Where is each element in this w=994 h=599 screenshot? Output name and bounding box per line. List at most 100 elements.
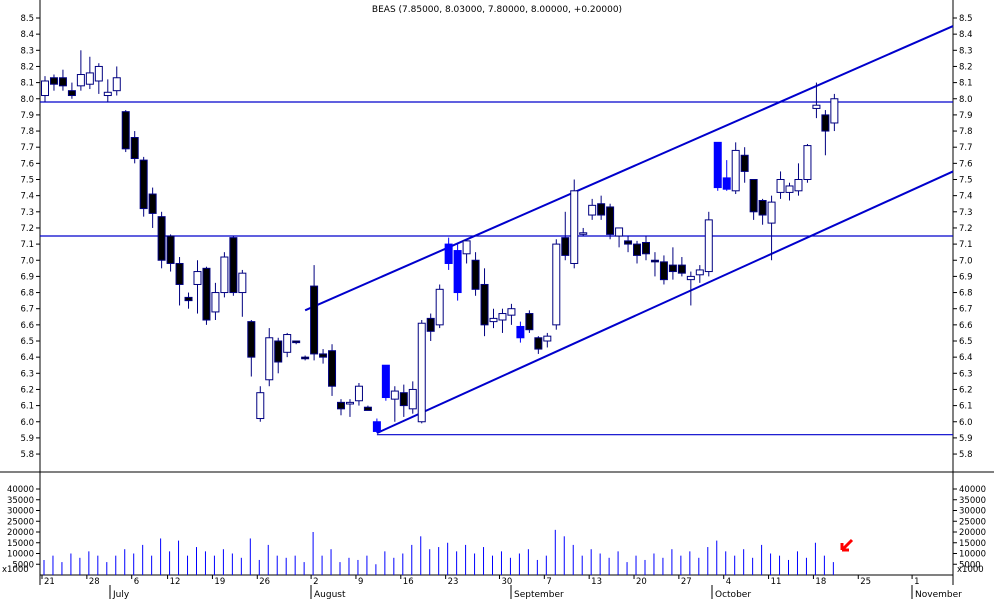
- candle-body: [633, 243, 642, 256]
- candle-body: [462, 240, 471, 255]
- price-tick-label-left: 7.2: [20, 224, 34, 234]
- candle-body: [256, 392, 265, 420]
- candle-body: [390, 390, 399, 400]
- date-tick-label: 30: [501, 577, 512, 587]
- candle-body: [812, 104, 821, 109]
- price-tick-label-left: 8.5: [20, 14, 34, 24]
- volume-tick-label-left: 20000: [7, 528, 34, 538]
- date-tick-label: 4: [726, 577, 731, 587]
- month-label: November: [915, 590, 962, 599]
- price-tick-label-left: 8.1: [20, 79, 34, 89]
- volume-unit-right: x1000: [957, 565, 984, 575]
- price-tick-label-left: 6.1: [20, 402, 34, 412]
- candle-body: [328, 350, 337, 387]
- price-tick-label-left: 8.2: [20, 62, 34, 72]
- price-tick-label-right: 6.4: [959, 353, 973, 363]
- price-tick-label-left: 7.7: [20, 143, 34, 153]
- candle-body: [480, 283, 489, 326]
- date-tick-label: 12: [170, 577, 181, 587]
- date-tick-label: 26: [259, 577, 270, 587]
- price-tick-label-left: 7.3: [20, 208, 34, 218]
- candle-body: [211, 292, 220, 313]
- volume-unit-left: x1000: [2, 565, 29, 575]
- date-tick-label: 28: [89, 577, 100, 587]
- candle-body: [525, 313, 534, 331]
- candle-body: [345, 401, 354, 405]
- price-tick-label-right: 5.8: [959, 450, 973, 460]
- volume-tick-label-right: 35000: [959, 496, 986, 506]
- candle-body: [435, 288, 444, 326]
- trendlines: [40, 25, 954, 436]
- date-tick-label: 19: [214, 577, 225, 587]
- candle-body: [426, 317, 435, 332]
- price-tick-label-right: 6.8: [959, 289, 973, 299]
- candle-body: [85, 72, 94, 85]
- candle-body: [498, 313, 507, 321]
- candle-body: [659, 261, 668, 281]
- price-tick-label-right: 8.0: [959, 95, 973, 105]
- candle-body: [740, 154, 749, 172]
- candle-body: [363, 406, 372, 411]
- candle-body: [543, 335, 552, 342]
- month-label: September: [514, 590, 564, 599]
- candle-body: [157, 216, 166, 261]
- date-tick-label: 13: [591, 577, 602, 587]
- volume-tick-label-left: 30000: [7, 507, 34, 517]
- candle-body: [130, 137, 139, 160]
- candle-body: [507, 308, 516, 316]
- candle-body: [274, 340, 283, 363]
- candle-body: [67, 90, 76, 97]
- candle-body: [597, 203, 606, 216]
- candle-body: [238, 272, 247, 294]
- candle-body: [606, 206, 615, 235]
- candle-body: [372, 421, 381, 432]
- candle-body: [695, 269, 704, 276]
- month-label: October: [715, 590, 751, 599]
- price-tick-label-right: 6.1: [959, 402, 973, 412]
- candle-body: [184, 296, 193, 302]
- trendline: [376, 170, 954, 434]
- price-tick-label-left: 7.6: [20, 159, 34, 169]
- price-tick-label-right: 7.3: [959, 208, 973, 218]
- price-tick-label-right: 7.7: [959, 143, 973, 153]
- price-tick-label-right: 6.2: [959, 385, 973, 395]
- candle-body: [776, 179, 785, 193]
- price-tick-label-left: 7.8: [20, 127, 34, 137]
- candle-body: [310, 285, 319, 355]
- volume-tick-label-left: 15000: [7, 539, 34, 549]
- candle-body: [58, 77, 67, 87]
- candle-body: [821, 114, 830, 132]
- candle-body: [615, 227, 624, 237]
- price-tick-label-right: 8.4: [959, 30, 973, 40]
- volume-tick-label-right: 5000: [959, 560, 981, 570]
- price-tick-label-right: 7.8: [959, 127, 973, 137]
- date-tick-label: 9: [358, 577, 363, 587]
- candle-body: [650, 259, 659, 263]
- candle-body: [220, 256, 229, 294]
- price-tick-label-right: 5.9: [959, 434, 973, 444]
- candle-body: [552, 243, 561, 326]
- price-tick-label-right: 7.9: [959, 111, 973, 121]
- title-group: BEAS (7.85000, 8.03000, 7.80000, 8.00000…: [372, 5, 622, 15]
- candle-body: [319, 353, 328, 358]
- candle-body: [139, 159, 148, 210]
- candle-body: [399, 392, 408, 407]
- candle-body: [561, 237, 570, 256]
- candle-body: [713, 141, 722, 189]
- candlesticks: [41, 50, 839, 434]
- candle-body: [579, 232, 588, 235]
- price-tick-label-right: 6.6: [959, 321, 973, 331]
- date-tick-label: 6: [134, 577, 139, 587]
- candle-body: [337, 401, 346, 410]
- candle-body: [229, 237, 238, 294]
- candle-body: [381, 364, 390, 399]
- volume-tick-label-right: 15000: [959, 539, 986, 549]
- volume-tick-label-right: 20000: [959, 528, 986, 538]
- candle-body: [767, 201, 776, 224]
- date-tick-label: 2: [313, 577, 318, 587]
- date-tick-label: 20: [636, 577, 647, 587]
- volume-tick-label-left: 5000: [12, 560, 34, 570]
- date-tick-label: 21: [44, 577, 55, 587]
- candle-body: [202, 267, 211, 321]
